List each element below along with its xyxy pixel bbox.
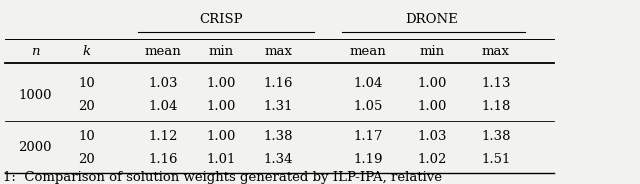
Text: n: n xyxy=(31,45,40,58)
Text: CRISP: CRISP xyxy=(199,13,243,26)
Text: 1.38: 1.38 xyxy=(481,130,511,143)
Text: 1.00: 1.00 xyxy=(206,100,236,113)
Text: max: max xyxy=(482,45,510,58)
Text: 1000: 1000 xyxy=(19,89,52,102)
Text: 1.04: 1.04 xyxy=(353,77,383,90)
Text: k: k xyxy=(83,45,90,58)
Text: 2000: 2000 xyxy=(19,141,52,154)
Text: min: min xyxy=(208,45,234,58)
Text: 1.19: 1.19 xyxy=(353,153,383,166)
Text: 1.03: 1.03 xyxy=(417,130,447,143)
Text: 1.04: 1.04 xyxy=(148,100,178,113)
Text: 10: 10 xyxy=(78,130,95,143)
Text: min: min xyxy=(419,45,445,58)
Text: 1.34: 1.34 xyxy=(264,153,293,166)
Text: 20: 20 xyxy=(78,100,95,113)
Text: 1:  Comparison of solution weights generated by ILP-IPA, relative: 1: Comparison of solution weights genera… xyxy=(3,171,442,184)
Text: mean: mean xyxy=(349,45,387,58)
Text: 1.18: 1.18 xyxy=(481,100,511,113)
Text: 1.00: 1.00 xyxy=(206,130,236,143)
Text: max: max xyxy=(264,45,292,58)
Text: DRONE: DRONE xyxy=(406,13,458,26)
Text: 1.00: 1.00 xyxy=(206,77,236,90)
Text: 10: 10 xyxy=(78,77,95,90)
Text: 1.05: 1.05 xyxy=(353,100,383,113)
Text: 1.16: 1.16 xyxy=(264,77,293,90)
Text: 1.12: 1.12 xyxy=(148,130,178,143)
Text: 1.00: 1.00 xyxy=(417,77,447,90)
Text: 1.03: 1.03 xyxy=(148,77,178,90)
Text: 1.13: 1.13 xyxy=(481,77,511,90)
Text: 1.31: 1.31 xyxy=(264,100,293,113)
Text: 1.01: 1.01 xyxy=(206,153,236,166)
Text: mean: mean xyxy=(145,45,182,58)
Text: 1.00: 1.00 xyxy=(417,100,447,113)
Text: 1.02: 1.02 xyxy=(417,153,447,166)
Text: 20: 20 xyxy=(78,153,95,166)
Text: 1.38: 1.38 xyxy=(264,130,293,143)
Text: 1.17: 1.17 xyxy=(353,130,383,143)
Text: 1.51: 1.51 xyxy=(481,153,511,166)
Text: 1.16: 1.16 xyxy=(148,153,178,166)
